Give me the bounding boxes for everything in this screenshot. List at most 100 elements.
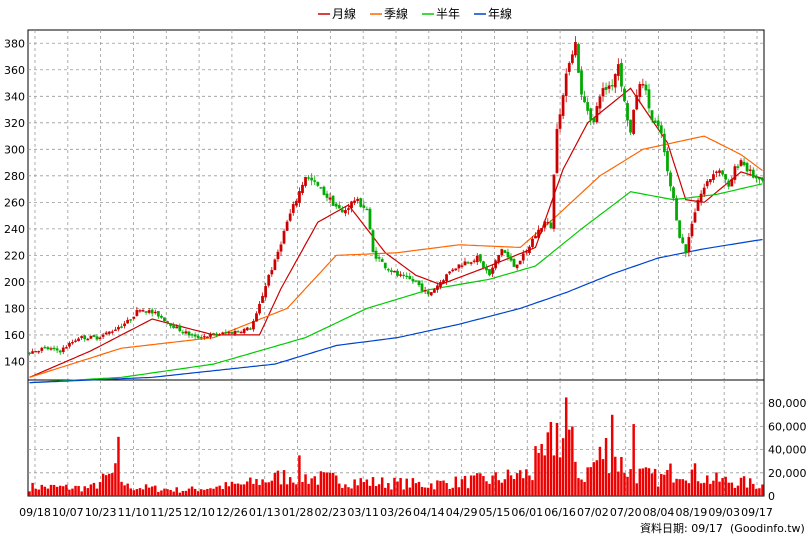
candle-body xyxy=(549,222,553,229)
candle-body xyxy=(77,338,80,342)
candle-body xyxy=(607,85,611,89)
candle-body xyxy=(451,269,455,272)
volume-bar xyxy=(371,477,375,496)
candle-body xyxy=(319,187,323,189)
volume-bar xyxy=(49,484,53,496)
candle-body xyxy=(175,326,179,329)
volume-bar xyxy=(273,472,277,496)
volume-bar xyxy=(577,478,580,496)
candle-body xyxy=(580,70,583,95)
candle-body xyxy=(55,348,59,351)
candle-body xyxy=(28,352,31,355)
candle-body xyxy=(227,332,231,334)
candle-body xyxy=(80,336,84,339)
volume-bar xyxy=(586,467,589,496)
candle-body xyxy=(304,177,307,186)
volume-bar xyxy=(120,481,123,496)
volume-bar xyxy=(543,455,546,496)
volume-bar xyxy=(693,463,697,496)
candle-body xyxy=(736,166,740,168)
volume-bar xyxy=(328,472,332,496)
candle-body xyxy=(233,330,237,335)
candle-body xyxy=(368,208,372,230)
volume-bar xyxy=(752,483,755,496)
volume-bar xyxy=(252,483,255,496)
candle-body xyxy=(138,310,142,312)
volume-bar xyxy=(390,489,393,496)
candle-body xyxy=(626,103,629,121)
candle-body xyxy=(396,270,399,276)
candle-body xyxy=(301,184,304,194)
candle-body xyxy=(178,325,182,332)
volume-bar xyxy=(215,486,218,496)
candle-body xyxy=(414,280,418,282)
price-tick-label: 380 xyxy=(4,37,25,50)
date-tick-label: 01/28 xyxy=(282,506,314,519)
volume-bar xyxy=(411,478,415,496)
volume-bar xyxy=(288,477,292,496)
price-tick-label: 200 xyxy=(4,276,25,289)
date-tick-label: 02/23 xyxy=(315,506,347,519)
candle-body xyxy=(252,321,255,330)
volume-bar xyxy=(742,476,746,496)
volume-bar xyxy=(80,491,83,496)
candle-body xyxy=(98,337,102,339)
candle-body xyxy=(190,334,194,336)
volume-bar xyxy=(549,421,553,496)
volume-bar xyxy=(334,475,338,496)
volume-bar xyxy=(313,476,316,496)
candle-body xyxy=(546,222,550,224)
volume-bar xyxy=(187,488,191,496)
volume-bar xyxy=(98,482,102,496)
candle-body xyxy=(604,87,608,90)
candle-body xyxy=(423,290,427,292)
volume-bar xyxy=(356,485,359,496)
date-tick-label: 08/19 xyxy=(676,506,708,519)
candle-body xyxy=(491,267,494,274)
candle-body xyxy=(506,251,510,258)
volume-bar xyxy=(377,484,381,496)
volume-bar xyxy=(669,463,672,496)
volume-bar xyxy=(666,469,669,496)
volume-bar xyxy=(46,488,50,496)
volume-bar xyxy=(65,484,68,496)
price-axis: 140 160 180 200 220 240 260 280 300 320 340 360 380 xyxy=(4,37,25,368)
candle-body xyxy=(255,313,258,322)
candle-body xyxy=(34,351,38,353)
candle-body xyxy=(488,269,491,276)
candle-body xyxy=(463,261,467,266)
volume-bar xyxy=(528,475,531,496)
candle-body xyxy=(365,208,369,211)
volume-bar xyxy=(512,479,516,496)
candle-body xyxy=(475,255,479,263)
candle-body xyxy=(285,221,289,231)
legend-label-3: 年線 xyxy=(488,6,512,21)
candle-body xyxy=(193,334,197,337)
candle-body xyxy=(748,169,752,171)
volume-bar xyxy=(246,481,249,496)
volume-bar xyxy=(748,478,752,496)
candle-body xyxy=(74,340,77,342)
candle-body xyxy=(172,324,176,329)
candle-body xyxy=(733,166,737,180)
volume-bar xyxy=(540,444,543,496)
candle-body xyxy=(623,88,626,102)
volume-bar xyxy=(304,474,307,496)
legend-label-2: 半年 xyxy=(436,7,460,21)
candle-body xyxy=(187,331,191,336)
price-tick-label: 280 xyxy=(4,170,25,183)
volume-bar xyxy=(494,472,497,496)
candle-body xyxy=(408,276,412,280)
candle-body xyxy=(570,54,574,64)
candle-body xyxy=(577,44,580,73)
volume-bar xyxy=(206,488,209,496)
volume-bar xyxy=(402,489,405,496)
candle-body xyxy=(344,210,347,214)
volume-bar xyxy=(660,474,663,496)
volume-bar xyxy=(242,484,246,496)
candle-body xyxy=(236,331,240,333)
candle-body xyxy=(656,120,660,127)
volume-bar xyxy=(258,484,261,496)
price-tick-label: 300 xyxy=(4,143,25,156)
